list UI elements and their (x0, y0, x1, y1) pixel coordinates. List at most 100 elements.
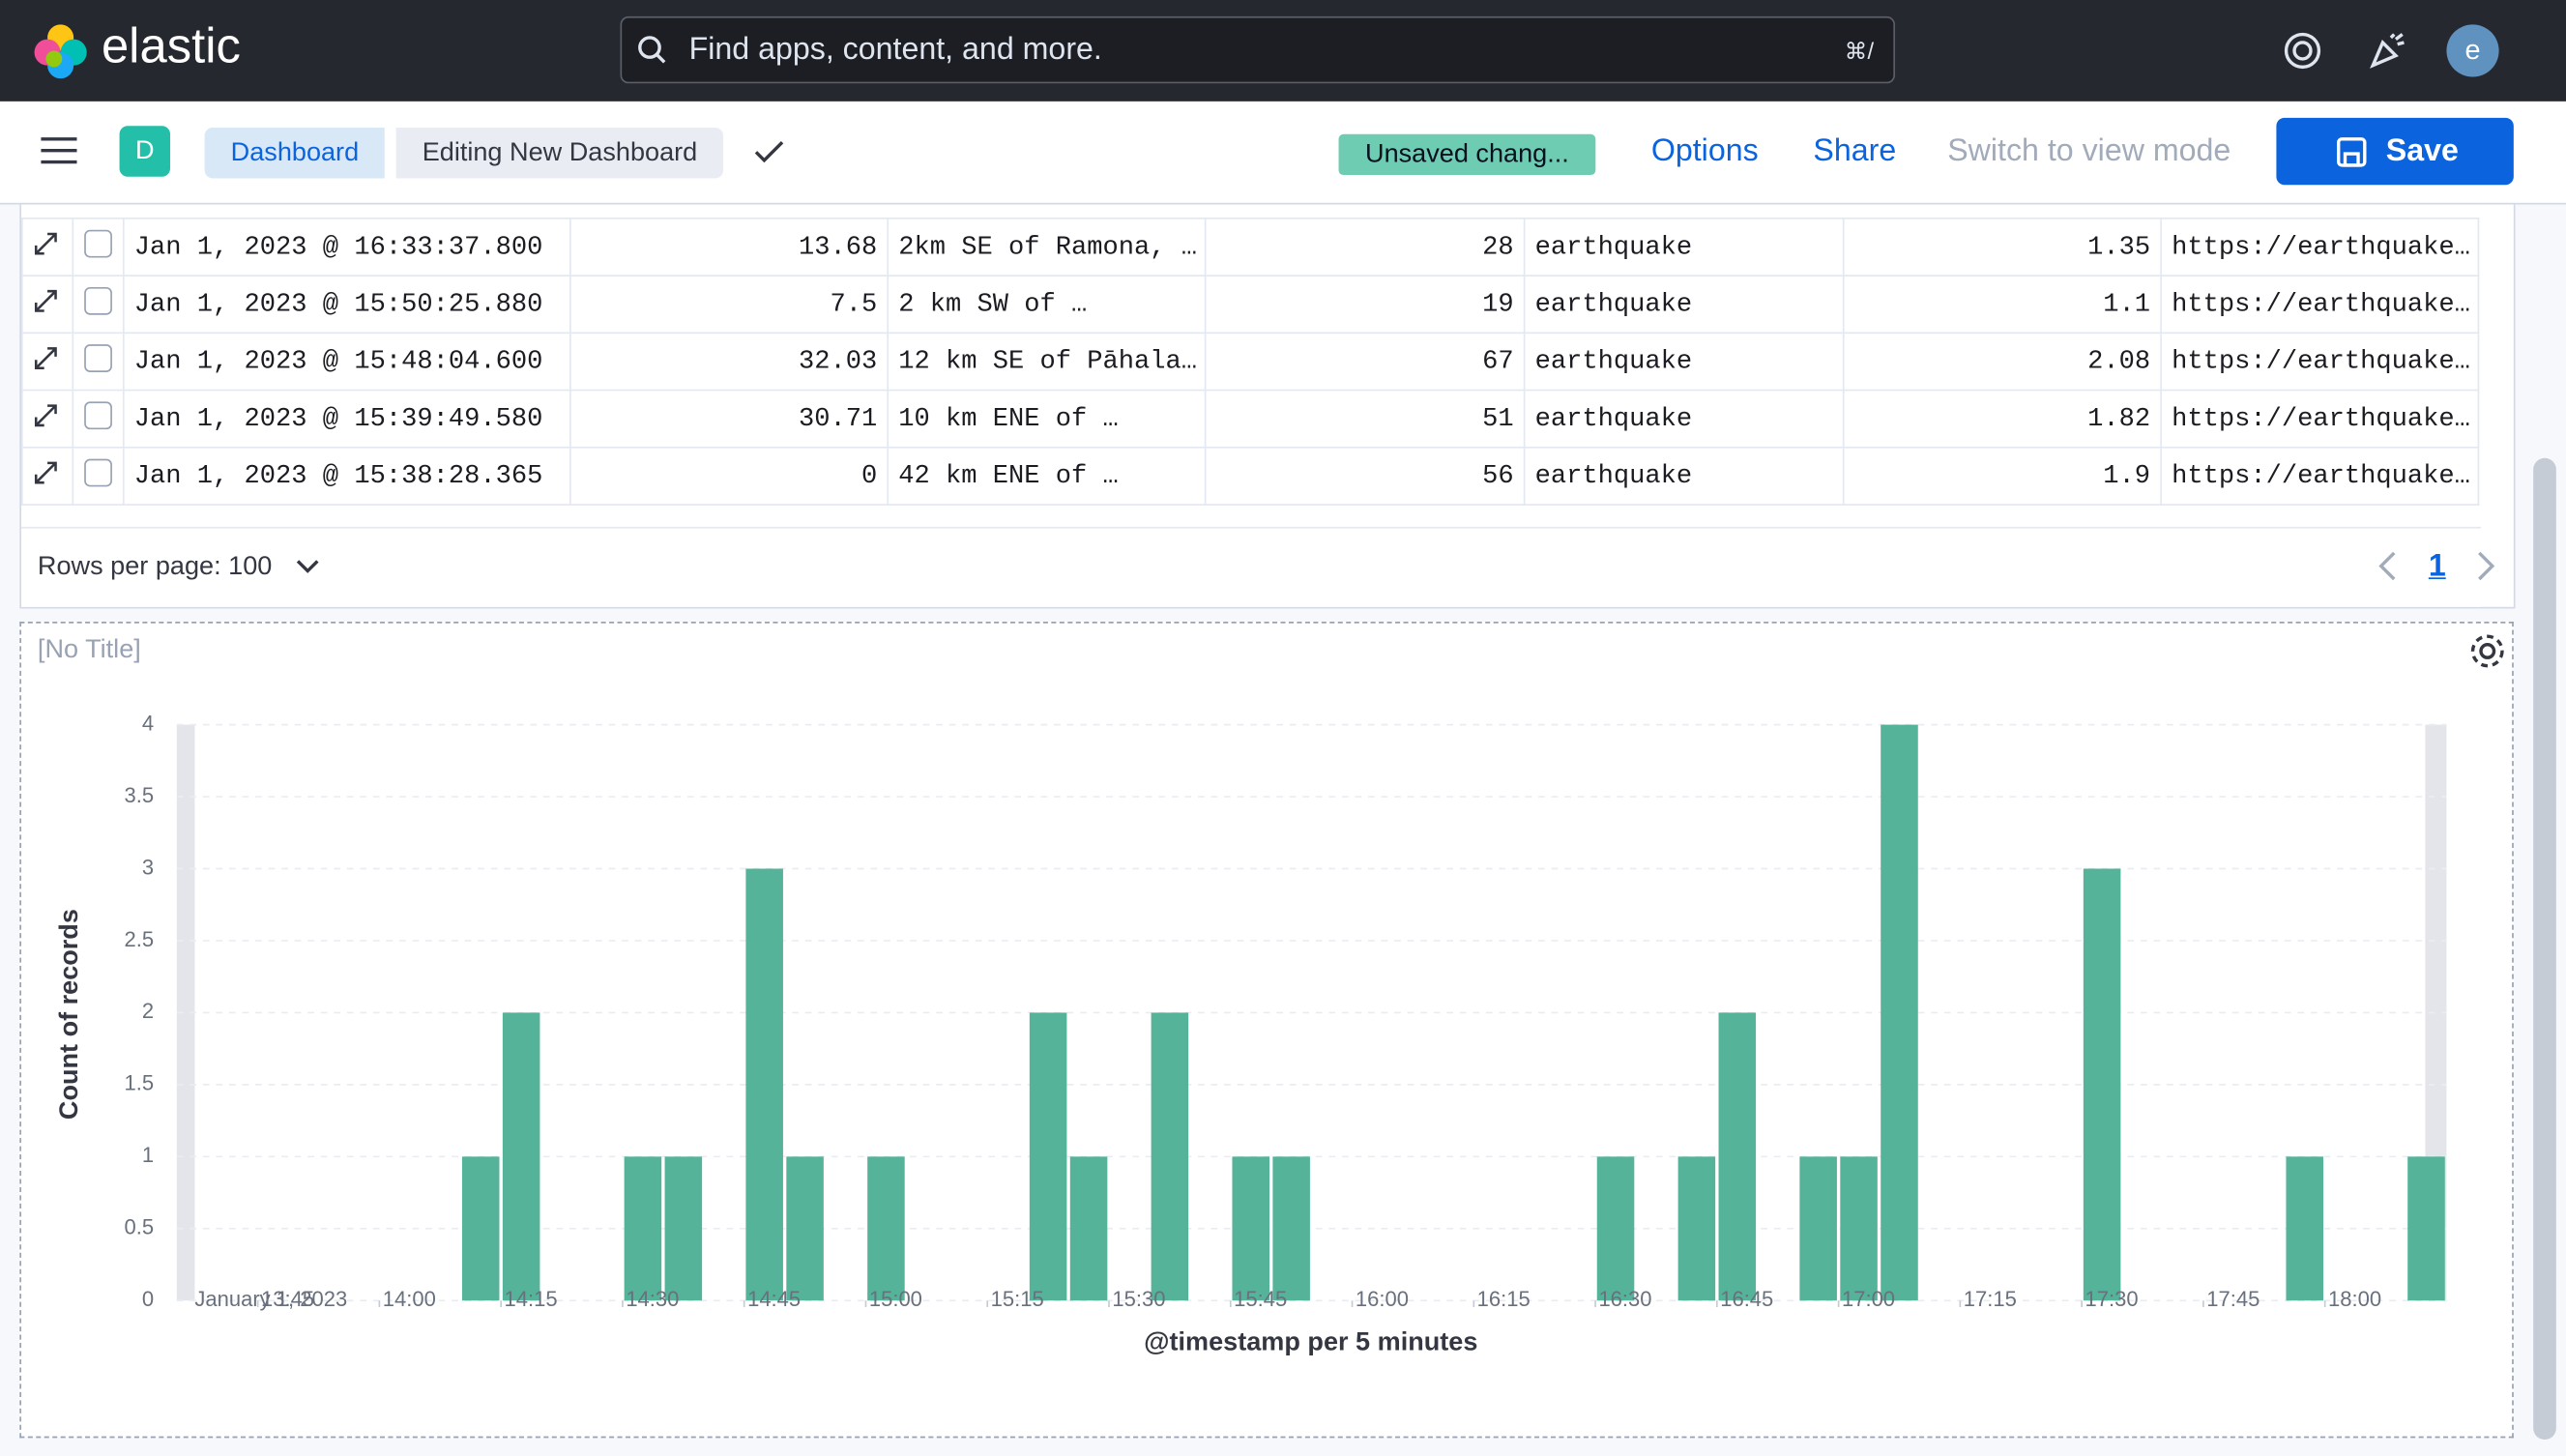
table-cell: 2.08 (1842, 332, 2162, 392)
search-bar[interactable]: Find apps, content, and more. ⌘/ (620, 15, 1896, 84)
options-button[interactable]: Options (1650, 133, 1759, 169)
search-placeholder: Find apps, content, and more. (688, 32, 1102, 68)
table-cell: Jan 1, 2023 @ 15:38:28.365 (122, 446, 571, 506)
bar (867, 1156, 905, 1301)
table-cell: 1.1 (1842, 275, 2162, 335)
x-tick-label: 14:45 (747, 1287, 801, 1311)
checkbox-box (84, 457, 112, 486)
save-button[interactable]: Save (2276, 117, 2514, 186)
search-icon (638, 36, 666, 64)
checkbox-box (84, 228, 112, 257)
table-cell: 7.5 (569, 275, 889, 335)
settings-icon[interactable] (2467, 631, 2507, 671)
x-tick-label: 15:30 (1112, 1287, 1165, 1311)
table-row: Jan 1, 2023 @ 15:50:25.880 7.5 2 km SW of … (21, 275, 2480, 335)
table-cell: 13.68 (569, 218, 889, 277)
table-cell: 12 km SE of Pāhala… (887, 332, 1207, 392)
bar (2286, 1156, 2323, 1301)
table-cell: 1.82 (1842, 389, 2162, 449)
y-tick-label: 1.5 (125, 1071, 155, 1095)
table-cell: 32.03 (569, 332, 889, 392)
table-cell: 2km SE of Ramona, … (887, 218, 1207, 277)
table-cell: earthquake (1523, 218, 1845, 277)
space-badge[interactable]: D (119, 126, 171, 177)
table-row: Jan 1, 2023 @ 15:48:04.600 32.03 12 km SE … (21, 332, 2480, 392)
help-icon[interactable] (2283, 31, 2322, 71)
expand-icon[interactable] (21, 218, 74, 277)
table-cell: earthquake (1523, 389, 1845, 449)
table-cell: earthquake (1523, 275, 1845, 335)
row-checkbox[interactable] (72, 218, 125, 277)
x-tick-label: 15:45 (1234, 1287, 1287, 1311)
row-checkbox[interactable] (72, 389, 125, 449)
table-cell: 10 km ENE of … (887, 389, 1207, 449)
x-tick-label: 17:30 (2085, 1287, 2139, 1311)
y-tick-label: 3.5 (125, 783, 155, 807)
bar (786, 1156, 824, 1301)
table-panel: Jan 1, 2023 @ 16:33:37.800 13.68 2km SE of… (19, 202, 2516, 609)
row-checkbox[interactable] (72, 446, 125, 506)
prev-page[interactable] (2377, 551, 2397, 581)
save-label: Save (2385, 133, 2459, 169)
x-tick-label: 14:30 (626, 1287, 679, 1311)
checkbox-box (84, 400, 112, 429)
news-icon[interactable] (2368, 31, 2407, 71)
scrollbar[interactable] (2533, 457, 2556, 1441)
header: elastic Find apps, content, and more. ⌘/… (0, 0, 2566, 102)
table-cell: 51 (1204, 389, 1526, 449)
check-icon[interactable] (753, 137, 786, 166)
next-page[interactable] (2476, 551, 2495, 581)
menu-icon[interactable] (41, 134, 77, 167)
x-tick-label: 17:15 (1964, 1287, 2017, 1311)
table-cell: https://earthquake… (2160, 275, 2480, 335)
table-cell: https://earthquake… (2160, 389, 2480, 449)
expand-icon[interactable] (21, 275, 74, 335)
table-cell: 19 (1204, 275, 1526, 335)
table-cell: earthquake (1523, 446, 1845, 506)
table-row: Jan 1, 2023 @ 15:38:28.365 0 42 km ENE of … (21, 446, 2480, 506)
status-badge: Unsaved chang... (1338, 133, 1596, 176)
view-mode-button[interactable]: Switch to view mode (1947, 133, 2231, 169)
x-tick-label: 16:00 (1356, 1287, 1409, 1311)
expand-glyph (34, 346, 57, 369)
expand-icon[interactable] (21, 389, 74, 449)
table-cell: 1.35 (1842, 218, 2162, 277)
x-axis-title: @timestamp per 5 minutes (1144, 1325, 1477, 1355)
bar (2083, 868, 2121, 1301)
table-cell: Jan 1, 2023 @ 15:50:25.880 (122, 275, 571, 335)
expand-icon[interactable] (21, 332, 74, 392)
bar (1151, 1012, 1189, 1301)
x-tick-label: 17:00 (1842, 1287, 1895, 1311)
table-cell: 42 km ENE of … (887, 446, 1207, 506)
table-cell: earthquake (1523, 332, 1845, 392)
checkbox-box (84, 286, 112, 314)
bar (1232, 1156, 1270, 1301)
x-tick-label: 13:45 (261, 1287, 314, 1311)
avatar[interactable]: e (2446, 24, 2499, 77)
page-number[interactable]: 1 (2428, 549, 2446, 585)
chevron (296, 560, 319, 573)
row-checkbox[interactable] (72, 332, 125, 392)
shortcut: ⌘/ (1844, 37, 1875, 64)
x-tick-label: 15:00 (869, 1287, 922, 1311)
table-row: Jan 1, 2023 @ 15:39:49.580 30.71 10 km ENE… (21, 389, 2480, 449)
table-cell: 56 (1204, 446, 1526, 506)
expand-glyph (34, 231, 57, 254)
bar (461, 1156, 500, 1301)
rows-per-page[interactable]: Rows per page: 100 (37, 552, 273, 581)
bar (1029, 1012, 1067, 1301)
chart-panel: [No Title] Count of records @timestamp p… (19, 621, 2514, 1439)
bar (1881, 724, 1918, 1301)
x-tick-label: 16:45 (1720, 1287, 1773, 1311)
breadcrumb: Editing New Dashboard (395, 127, 724, 179)
expand-icon[interactable] (21, 446, 74, 506)
share-button[interactable]: Share (1813, 133, 1897, 169)
table-cell: 1.9 (1842, 446, 2162, 506)
y-tick-label: 1 (142, 1143, 154, 1167)
bar (1677, 1156, 1716, 1301)
row-checkbox[interactable] (72, 275, 125, 335)
breadcrumb[interactable]: Dashboard (204, 127, 386, 179)
table-cell: 67 (1204, 332, 1526, 392)
bar (664, 1156, 703, 1301)
